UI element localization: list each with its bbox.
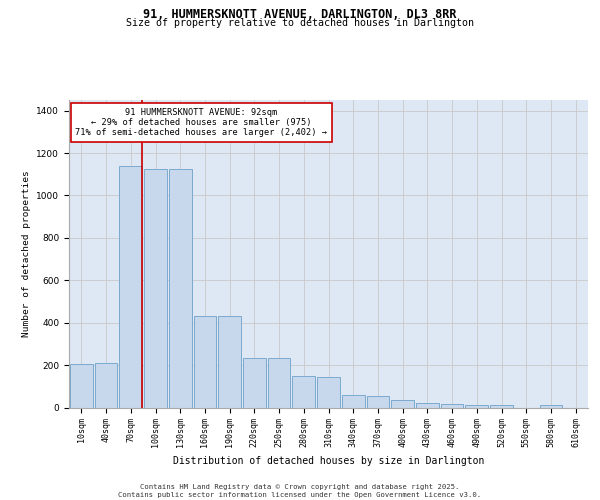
Bar [95,363,118,408]
Text: 91, HUMMERSKNOTT AVENUE, DARLINGTON, DL3 8RR: 91, HUMMERSKNOTT AVENUE, DARLINGTON, DL3… [143,8,457,20]
Bar [169,169,191,408]
Bar [292,376,315,408]
Bar [490,406,513,407]
Text: Contains HM Land Registry data © Crown copyright and database right 2025.
Contai: Contains HM Land Registry data © Crown c… [118,484,482,498]
Bar [342,395,365,407]
X-axis label: Distribution of detached houses by size in Darlington: Distribution of detached houses by size … [173,456,484,466]
Text: 91 HUMMERSKNOTT AVENUE: 92sqm
← 29% of detached houses are smaller (975)
71% of : 91 HUMMERSKNOTT AVENUE: 92sqm ← 29% of d… [76,108,328,138]
Bar [70,364,93,408]
Text: Size of property relative to detached houses in Darlington: Size of property relative to detached ho… [126,18,474,28]
Bar [268,358,290,408]
Bar [317,377,340,408]
Y-axis label: Number of detached properties: Number of detached properties [22,170,31,337]
Bar [194,316,216,408]
Bar [119,166,142,408]
Bar [391,400,414,407]
Bar [416,404,439,407]
Bar [367,396,389,407]
Bar [441,404,463,407]
Bar [466,406,488,407]
Bar [144,169,167,408]
Bar [243,358,266,408]
Bar [218,316,241,408]
Bar [539,406,562,407]
